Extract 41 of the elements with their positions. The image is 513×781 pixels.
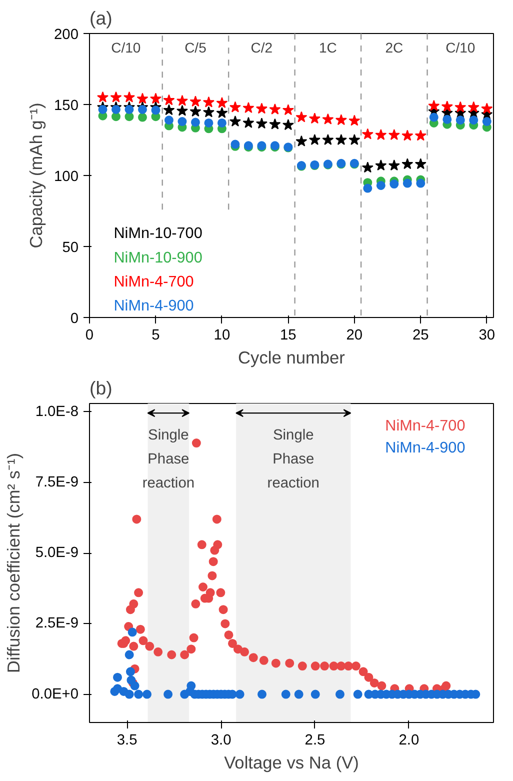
y-tick-label: 100	[54, 169, 79, 185]
annotation: C/10	[111, 40, 141, 56]
y-tick-label: 1.0E-8	[35, 404, 79, 420]
y-tick-label: 0.0E+0	[32, 686, 79, 702]
annotation: C/10	[446, 40, 476, 56]
annotation: C/2	[250, 40, 273, 56]
text: NiMn-10-900	[114, 249, 202, 266]
band-label: Single Phase reaction	[267, 427, 320, 492]
text: NiMn-4-700	[385, 417, 466, 434]
chart-title: (a)	[90, 8, 112, 28]
x-tick-label: 2.0	[398, 732, 420, 748]
x-tick-label: 5	[152, 328, 160, 344]
text: NiMn-4-900	[385, 440, 466, 457]
annotation: C/5	[184, 40, 207, 56]
annotation: 1C	[318, 40, 337, 56]
y-tick-label: 2.5E-9	[35, 616, 79, 632]
x-tick-label: 30	[478, 328, 496, 344]
x-axis-title: Cycle number	[238, 348, 346, 368]
text: NiMn-10-700	[114, 225, 202, 242]
text: NiMn-4-900	[114, 298, 194, 315]
annotation: 2C	[385, 40, 404, 56]
x-tick-label: 3.0	[210, 732, 232, 748]
band-label: Single Phase reaction	[142, 427, 195, 492]
y-tick-label: 7.5E-9	[35, 474, 79, 491]
x-tick-label: 10	[214, 328, 230, 344]
text: NiMn-4-700	[114, 274, 194, 290]
x-axis-title: Voltage vs Na (V)	[224, 752, 359, 772]
y-tick-label: 5.0E-9	[35, 545, 79, 562]
x-tick-label: 3.5	[116, 732, 138, 748]
x-tick-label: 15	[280, 328, 296, 344]
x-tick-label: 25	[412, 328, 429, 344]
y-tick-label: 150	[54, 98, 79, 114]
x-tick-label: 2.5	[304, 732, 326, 748]
chart-title: (b)	[90, 378, 112, 398]
x-tick-label: 20	[346, 328, 363, 344]
y-tick-label: 200	[54, 27, 79, 43]
y-axis-title: Capacity (mAh g⁻¹)	[26, 102, 46, 248]
y-tick-label: 0	[70, 311, 79, 327]
y-tick-label: 50	[62, 240, 79, 256]
x-tick-label: 0	[85, 328, 94, 344]
y-axis-title: Diffusion coefficient (cm² s⁻¹)	[4, 452, 24, 674]
